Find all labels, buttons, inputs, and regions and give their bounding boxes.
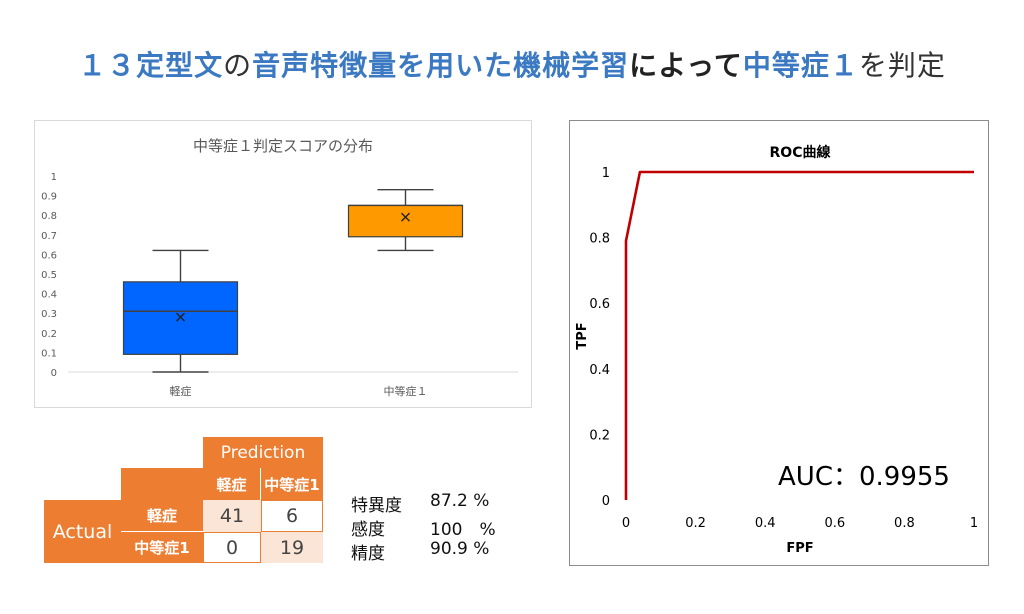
metric-accuracy-value: 90.9 % — [430, 539, 490, 559]
y-axis-label: TPF — [575, 322, 590, 349]
roc-chart: ROC曲線 0 0.2 0.4 0.6 0.8 1 0 0.2 0.4 0.6 0.8 1 FPF TPF A… — [575, 144, 978, 556]
title-part-1: １３定型文 — [78, 49, 224, 82]
y-tick-label: 0.8 — [41, 211, 57, 222]
mean-marker — [176, 312, 185, 322]
y-tick-label: 0.9 — [41, 192, 57, 203]
y-tick-label: 1 — [51, 172, 57, 183]
actual-header: Actual — [44, 500, 121, 563]
matrix-corner — [121, 468, 203, 500]
y-tick-label: 0.2 — [41, 329, 57, 340]
x-tick-label: 0.8 — [894, 516, 915, 531]
y-tick-label: 0.1 — [41, 348, 57, 359]
metric-sensitivity-label: 感度 — [351, 520, 385, 540]
metric-sensitivity-value: 100 % — [430, 520, 496, 540]
chart-title: ROC曲線 — [770, 144, 831, 161]
row-header-mild: 軽症 — [121, 500, 203, 532]
x-tick-label: 0 — [622, 516, 630, 531]
y-tick-label: 0.4 — [589, 363, 610, 378]
x-tick-label: 0.4 — [755, 516, 776, 531]
box — [347, 204, 464, 238]
metric-accuracy-label: 精度 — [351, 544, 385, 564]
title-part-4: によって — [629, 49, 743, 82]
x-tick-label: 0.6 — [824, 516, 845, 531]
y-tick-label: 0.2 — [589, 428, 610, 443]
metric-specificity-label: 特異度 — [351, 496, 402, 516]
x-tick-label: 中等症１ — [384, 384, 428, 398]
col-header-moderate: 中等症1 — [261, 468, 323, 500]
y-tick-label: 1 — [602, 166, 610, 181]
y-tick-label: 0.3 — [41, 309, 57, 320]
y-tick-label: 0.7 — [41, 231, 57, 242]
cell-mild-moderate: 6 — [261, 500, 323, 532]
prediction-header: Prediction — [203, 437, 323, 468]
auc-label: AUC：0.9955 — [778, 462, 950, 492]
y-tick-label: 0.8 — [589, 232, 610, 247]
x-tick-label: 1 — [970, 516, 978, 531]
title-part-2: の — [223, 49, 253, 82]
y-tick-label: 0.6 — [41, 250, 57, 261]
y-tick-label: 0 — [602, 494, 610, 509]
title-part-3: 音声特徴量を用いた機械学習 — [252, 49, 630, 82]
boxplot-panel: 中等症１判定スコアの分布 0 0.1 0.2 0.3 0.4 0.5 0.6 0.7 0.8 0.9… — [34, 120, 532, 408]
roc-panel: ROC曲線 0 0.2 0.4 0.6 0.8 1 0 0.2 0.4 0.6 0.8 1 FPF TPF A… — [569, 120, 989, 566]
cell-moderate-moderate: 19 — [261, 532, 323, 563]
chart-title: 中等症１判定スコアの分布 — [193, 137, 373, 155]
x-tick-label: 軽症 — [170, 384, 192, 398]
y-tick-label: 0 — [51, 368, 57, 379]
roc-curve-line — [624, 170, 974, 500]
page-title: １３定型文の音声特徴量を用いた機械学習によって中等症１を判定 — [0, 44, 1024, 84]
cell-moderate-mild: 0 — [203, 532, 261, 563]
row-header-moderate: 中等症1 — [121, 532, 203, 563]
x-axis-label: FPF — [786, 541, 813, 556]
y-tick-label: 0.5 — [41, 270, 57, 281]
col-header-mild: 軽症 — [203, 468, 261, 500]
x-tick-label: 0.2 — [685, 516, 706, 531]
boxplot-chart: 中等症１判定スコアの分布 0 0.1 0.2 0.3 0.4 0.5 0.6 0.7 0.8 0.9… — [41, 137, 518, 398]
metric-specificity-value: 87.2 % — [430, 491, 490, 511]
title-part-5: 中等症１ — [742, 49, 859, 82]
cell-mild-mild: 41 — [203, 500, 261, 532]
y-tick-label: 0.4 — [41, 290, 57, 301]
y-tick-label: 0.6 — [589, 297, 610, 312]
mean-marker — [401, 212, 410, 222]
title-part-6: を判定 — [858, 49, 946, 82]
